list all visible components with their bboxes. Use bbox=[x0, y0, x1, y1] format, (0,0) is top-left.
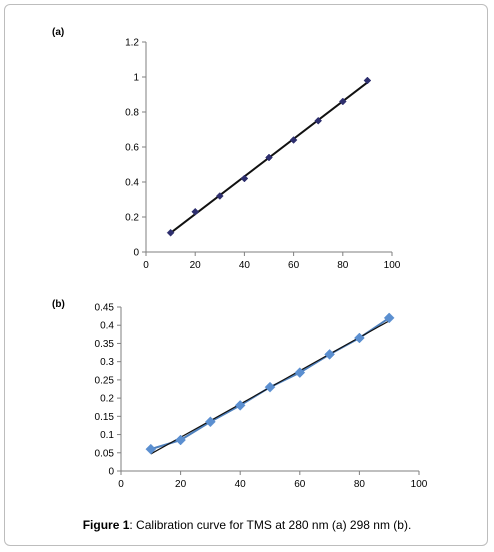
caption-text: : Calibration curve for TMS at 280 nm (a… bbox=[129, 518, 412, 532]
panel-a-label: (a) bbox=[52, 27, 65, 38]
y-tick-label: 0.45 bbox=[95, 303, 115, 314]
y-tick-label: 0.15 bbox=[95, 412, 115, 423]
data-point bbox=[363, 76, 372, 85]
x-tick-label: 0 bbox=[143, 260, 149, 271]
data-point bbox=[215, 192, 224, 200]
data-point bbox=[175, 434, 186, 446]
y-tick-label: 0.3 bbox=[100, 357, 114, 368]
x-tick-label: 100 bbox=[384, 260, 401, 271]
y-tick-label: 0 bbox=[133, 248, 139, 259]
y-tick-label: 0.2 bbox=[125, 213, 139, 224]
y-tick-label: 1 bbox=[133, 73, 139, 84]
data-point bbox=[264, 381, 276, 393]
y-tick-label: 0.05 bbox=[95, 448, 115, 459]
x-tick-label: 60 bbox=[294, 479, 306, 490]
y-tick-label: 0.2 bbox=[100, 394, 114, 405]
data-point bbox=[324, 349, 335, 360]
panel-b-label: (b) bbox=[52, 299, 65, 310]
data-point bbox=[314, 116, 323, 125]
y-tick-label: 0.8 bbox=[125, 108, 139, 119]
data-point bbox=[265, 153, 273, 162]
data-point bbox=[166, 228, 175, 237]
x-tick-label: 100 bbox=[411, 479, 428, 490]
y-tick-label: 0.4 bbox=[125, 178, 139, 189]
y-tick-label: 0.4 bbox=[100, 321, 114, 332]
data-point bbox=[338, 97, 347, 106]
x-tick-label: 80 bbox=[354, 479, 366, 490]
data-point bbox=[294, 367, 306, 378]
x-tick-label: 20 bbox=[190, 260, 202, 271]
caption-lead: Figure 1 bbox=[82, 518, 130, 532]
y-tick-label: 0.6 bbox=[125, 143, 139, 154]
data-point bbox=[354, 332, 365, 344]
x-tick-label: 80 bbox=[337, 260, 349, 271]
x-tick-label: 20 bbox=[175, 479, 187, 490]
figure-caption: Figure 1: Calibration curve for TMS at 2… bbox=[0, 518, 494, 532]
data-point bbox=[145, 443, 157, 455]
data-point bbox=[240, 174, 249, 183]
y-tick-label: 1.2 bbox=[125, 38, 139, 49]
data-point bbox=[191, 207, 200, 216]
x-tick-label: 0 bbox=[118, 479, 124, 490]
x-tick-label: 60 bbox=[288, 260, 300, 271]
data-point bbox=[205, 416, 216, 428]
y-tick-label: 0.35 bbox=[95, 339, 115, 350]
figure-frame bbox=[4, 4, 488, 546]
x-tick-label: 40 bbox=[239, 260, 251, 271]
data-point bbox=[383, 312, 395, 324]
data-point bbox=[234, 400, 246, 411]
y-tick-label: 0.1 bbox=[100, 430, 114, 441]
data-point bbox=[289, 136, 298, 144]
y-tick-label: 0 bbox=[108, 467, 114, 478]
y-tick-label: 0.25 bbox=[95, 375, 115, 386]
x-tick-label: 40 bbox=[235, 479, 247, 490]
